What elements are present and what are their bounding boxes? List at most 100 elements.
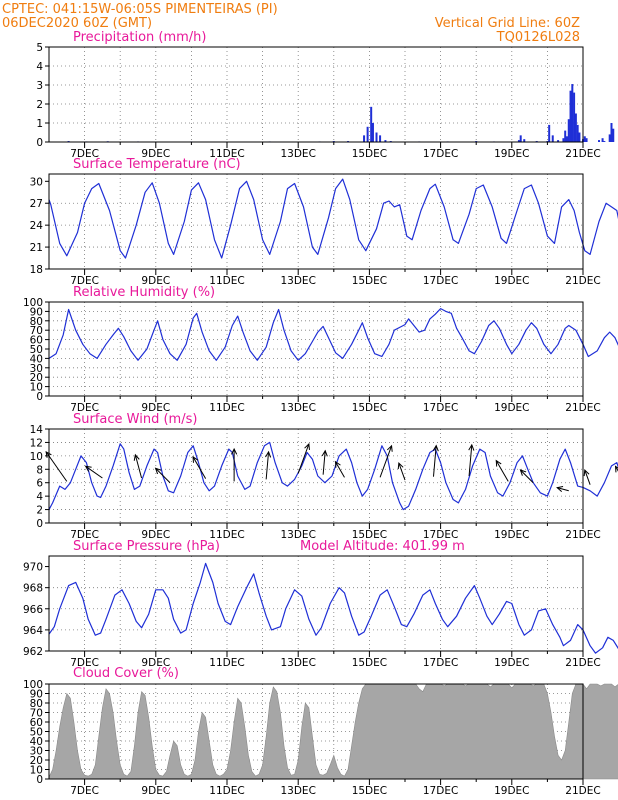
x-date-label: 9DEC [141,657,170,669]
precip-bar [571,84,574,142]
precip-bar [608,134,611,142]
wind-vector-shaft [520,469,534,484]
precip-bar [583,136,586,142]
wind-line [48,441,618,511]
precip-bar [562,138,565,142]
x-date-label: 13DEC [280,657,315,669]
x-date-label: 17DEC [423,529,458,541]
y-tick-label: 10 [30,765,43,777]
y-tick-label: 80 [30,316,43,328]
y-tick-label: 964 [23,625,43,637]
x-date-label: 19DEC [494,529,529,541]
x-date-label: 11DEC [209,402,244,414]
pressure-annotation: Model Altitude: 401.99 m [300,539,465,554]
x-date-label: 17DEC [423,148,458,160]
header-model-code: TQ0126L028 [496,30,580,45]
wind-vector-head [154,467,162,475]
y-tick-label: 966 [23,604,43,616]
temp-line [48,178,618,259]
y-tick-label: 90 [30,689,43,701]
x-date-label: 9DEC [141,529,170,541]
y-tick-label: 80 [30,698,43,710]
precip-title: Precipitation (mm/h) [73,30,206,45]
y-tick-label: 20 [30,755,43,767]
y-tick-label: 50 [30,344,43,356]
wind-vector [45,450,68,482]
x-date-label: 17DEC [423,785,458,797]
wind-vector-head [432,444,439,452]
x-date-label: 11DEC [209,148,244,160]
precip-bar [384,140,387,142]
header-source: CPTEC: 041:15W-06:05S PIMENTEIRAS (PI) [2,2,278,17]
x-date-label: 11DEC [209,657,244,669]
wind-vector-shaft [85,465,103,479]
wind-vector [556,486,569,492]
wind-vector-head [304,442,310,451]
x-date-label: 9DEC [141,402,170,414]
y-tick-label: 8 [36,464,43,476]
rh-title: Relative Humidity (%) [73,285,215,300]
y-tick-label: 50 [30,727,43,739]
wind-vector-shaft [45,451,68,482]
y-tick-label: 100 [23,679,43,691]
y-tick-label: 5 [36,42,43,54]
x-date-label: 13DEC [280,529,315,541]
y-tick-label: 60 [30,717,43,729]
y-tick-label: 14 [30,424,44,436]
wind-vector-head [265,450,272,458]
pressure-panel: 962 964 966 968 970 7DEC 9DEC 11DEC 13DEC 15DEC 17… [23,539,618,669]
y-tick-label: 20 [30,372,43,384]
precip-bar [576,124,579,142]
wind-vector-shaft [557,487,569,492]
y-tick-label: 2 [36,505,43,517]
wind-vector-head [495,459,502,467]
x-date-label: 21DEC [565,275,600,287]
y-tick-label: 70 [30,708,43,720]
wind-vector-head [334,460,341,468]
precip-bar [379,135,382,142]
x-date-label: 17DEC [423,275,458,287]
y-tick-label: 12 [30,437,43,449]
y-tick-label: 70 [30,325,43,337]
precip-bar [564,130,567,142]
wind-vector [321,449,328,475]
x-date-label: 13DEC [280,402,315,414]
precip-bar [578,132,581,142]
wind-vector-head [556,486,564,492]
precip-bar [523,139,526,142]
x-date-label: 7DEC [70,402,99,414]
y-tick-label: 30 [30,746,43,758]
wind-vector-head [133,453,140,461]
wind-vector-shaft [155,467,171,484]
precip-bar [585,138,588,142]
y-tick-label: 40 [30,353,43,365]
x-date-label: 15DEC [352,785,387,797]
wind-vector-head [614,465,618,473]
precip-bar [363,135,366,142]
y-tick-label: 10 [30,451,43,463]
precip-panel: 0 1 2 3 4 5 7DEC 9DEC 11DEC 13DEC 15DEC 17DEC 19DEC 2… [36,30,615,160]
wind-vector-head [84,465,92,472]
wind-vector-head [519,469,527,476]
y-tick-label: 1 [36,118,43,130]
wind-vector [231,447,238,482]
y-tick-label: 27 [30,198,43,210]
precip-bar [567,119,570,142]
wind-vector [495,459,509,482]
y-tick-label: 0 [36,774,43,786]
x-date-label: 7DEC [70,275,99,287]
wind-vector [84,465,103,479]
x-date-label: 17DEC [423,402,458,414]
precip-bar [366,126,369,142]
wind-vector-shaft [134,454,143,479]
precip-bar [573,92,576,142]
x-date-label: 9DEC [141,785,170,797]
wind-vector-head [321,449,328,457]
x-date-label: 19DEC [494,657,529,669]
precip-bar [601,138,604,142]
x-date-label: 15DEC [352,402,387,414]
wind-vector-head [231,447,238,455]
cloud-frame [48,683,584,780]
